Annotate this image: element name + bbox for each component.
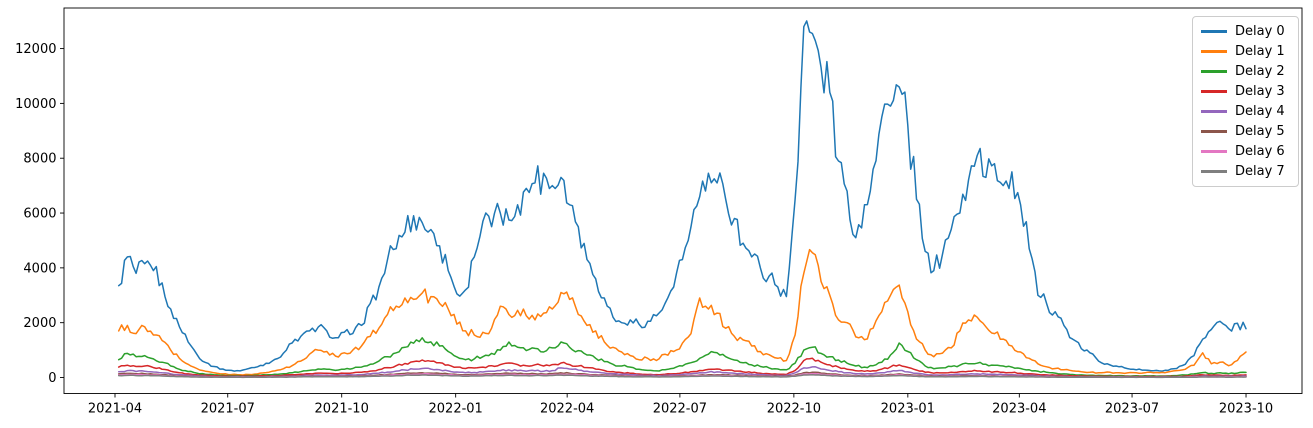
legend-swatch-delay-4 [1201, 110, 1227, 113]
legend-item: Delay 4 [1201, 102, 1290, 121]
legend-item: Delay 6 [1201, 142, 1290, 161]
legend-label: Delay 1 [1235, 44, 1285, 59]
y-tick-label: 0 [48, 371, 56, 386]
series-line-delay-0 [117, 20, 1247, 372]
x-tick-label: 2023-04 [992, 402, 1046, 417]
legend-item: Delay 3 [1201, 82, 1290, 101]
legend-item: Delay 1 [1201, 42, 1290, 61]
legend-item: Delay 7 [1201, 162, 1290, 181]
legend-label: Delay 0 [1235, 24, 1285, 39]
x-tick-label: 2022-04 [540, 402, 594, 417]
x-tick-label: 2021-07 [201, 402, 255, 417]
y-tick-label: 10000 [15, 97, 56, 112]
legend-swatch-delay-7 [1201, 170, 1227, 173]
series-line-delay-3 [117, 357, 1247, 378]
legend-label: Delay 6 [1235, 144, 1285, 159]
x-tick-label: 2022-10 [767, 402, 821, 417]
legend-swatch-delay-0 [1201, 30, 1227, 33]
legend-swatch-delay-6 [1201, 150, 1227, 153]
y-tick-label: 8000 [23, 152, 56, 167]
legend-label: Delay 3 [1235, 84, 1285, 99]
x-tick-label: 2021-04 [88, 402, 142, 417]
legend-item: Delay 0 [1201, 22, 1290, 41]
legend-item: Delay 5 [1201, 122, 1290, 141]
legend-label: Delay 7 [1235, 164, 1285, 179]
x-tick-label: 2023-01 [881, 402, 935, 417]
series-line-delay-7 [117, 373, 1247, 379]
series-line-delay-2 [117, 337, 1247, 377]
y-tick-label: 4000 [23, 261, 56, 276]
x-tick-label: 2022-01 [429, 402, 483, 417]
legend-label: Delay 4 [1235, 104, 1285, 119]
legend-swatch-delay-5 [1201, 130, 1227, 133]
legend-swatch-delay-1 [1201, 50, 1227, 53]
axes-spines [63, 7, 1303, 394]
x-tick-label: 2023-10 [1219, 402, 1273, 417]
legend-label: Delay 2 [1235, 64, 1285, 79]
legend-label: Delay 5 [1235, 124, 1285, 139]
legend-item: Delay 2 [1201, 62, 1290, 81]
y-tick-label: 12000 [15, 42, 56, 57]
legend-swatch-delay-2 [1201, 70, 1227, 73]
x-tick-label: 2021-10 [315, 402, 369, 417]
y-tick-label: 6000 [23, 207, 56, 222]
series-line-delay-1 [117, 248, 1247, 376]
legend: Delay 0 Delay 1 Delay 2 Delay 3 Delay 4 … [1192, 16, 1299, 187]
x-tick-label: 2022-07 [653, 402, 707, 417]
x-tick-label: 2023-07 [1105, 402, 1159, 417]
legend-swatch-delay-3 [1201, 90, 1227, 93]
y-tick-label: 2000 [23, 316, 56, 331]
